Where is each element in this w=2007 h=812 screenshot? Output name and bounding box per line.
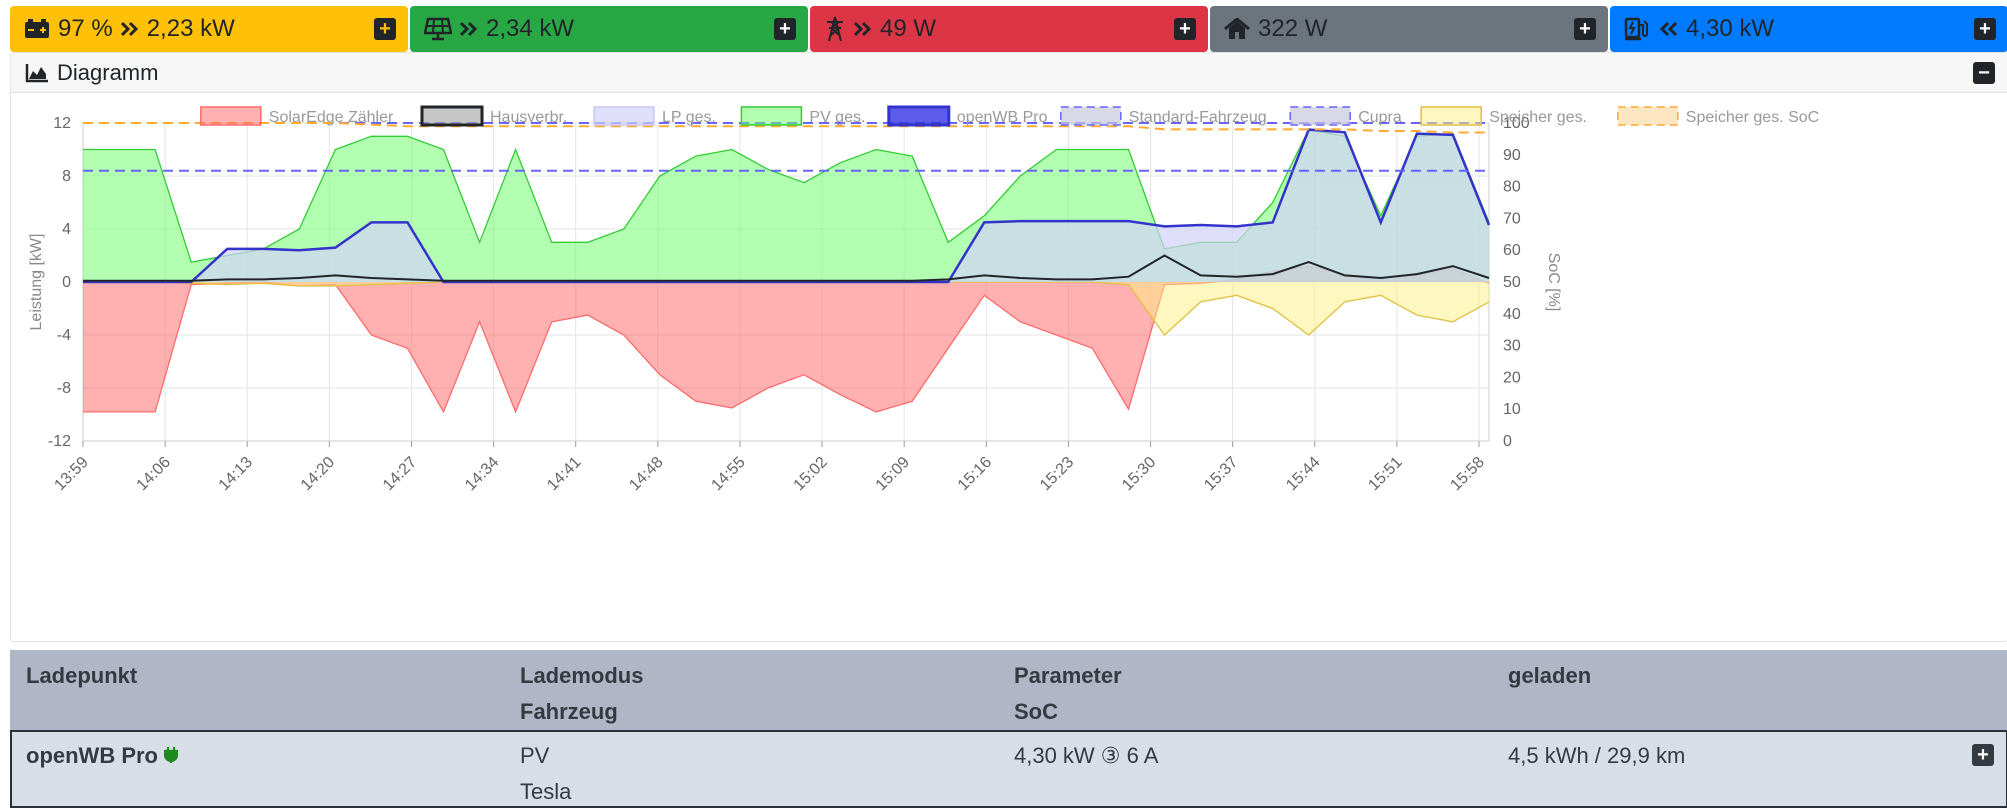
legend-label-lp-ges: LP ges. [662, 109, 716, 126]
y2-tick-label: 90 [1503, 147, 1521, 164]
x-tick-label: 15:16 [955, 454, 995, 494]
x-tick-label: 14:34 [462, 454, 502, 494]
y2-tick-label: 0 [1503, 433, 1512, 450]
grid-power: 49 W [880, 15, 936, 43]
header-fahrzeug: Fahrzeug [520, 699, 618, 724]
pv-power: 2,34 kW [486, 15, 574, 43]
x-tick-label: 15:58 [1447, 454, 1487, 494]
y-tick-label: 8 [62, 168, 71, 185]
legend-label-speicher-ges: Speicher ges. [1489, 109, 1587, 126]
table-row[interactable]: openWB Pro PV Tesla 4,30 kW ③ 6 A 4,5 kW… [10, 730, 2007, 808]
table-header: Ladepunkt Lademodus Fahrzeug Parameter SoC… [10, 650, 2007, 730]
charge-parameter: 4,30 kW ③ 6 A [1014, 743, 1158, 768]
x-tick-label: 15:30 [1119, 454, 1159, 494]
battery-icon [24, 18, 50, 40]
house-tile[interactable]: 322 W + [1210, 6, 1608, 52]
legend-label-cupra: Cupra [1358, 109, 1402, 126]
x-tick-label: 14:41 [544, 454, 584, 494]
y-tick-label: -4 [57, 327, 71, 344]
y2-tick-label: 80 [1503, 179, 1521, 196]
header-soc: SoC [1014, 699, 1058, 724]
y-tick-label: 12 [53, 115, 71, 132]
legend-swatch-cupra [1290, 107, 1350, 125]
expand-house-button[interactable]: + [1574, 18, 1596, 40]
battery-soc: 97 % [58, 15, 113, 43]
chargepoints-power: 4,30 kW [1686, 15, 1774, 43]
x-tick-label: 14:55 [708, 454, 748, 494]
chargepoints-tile[interactable]: 4,30 kW + [1610, 6, 2007, 52]
y-tick-label: -8 [57, 380, 71, 397]
legend-swatch-lp-ges [594, 107, 654, 125]
solar-panel-icon [424, 17, 452, 41]
x-tick-label: 14:06 [134, 454, 174, 494]
plug-icon [164, 739, 178, 775]
grid-tile[interactable]: 49 W + [810, 6, 1208, 52]
expand-chargepoint-button[interactable]: + [1972, 744, 1994, 766]
y2-axis-label: SoC [%] [1545, 253, 1562, 312]
header-ladepunkt: Ladepunkt [26, 658, 520, 730]
chargepoint-table: Ladepunkt Lademodus Fahrzeug Parameter SoC… [10, 650, 2007, 808]
y2-tick-label: 20 [1503, 369, 1521, 386]
y2-tick-label: 50 [1503, 274, 1521, 291]
y2-tick-label: 40 [1503, 306, 1521, 323]
legend-label-pv-ges: PV ges. [809, 109, 865, 126]
chevron-double-right-icon [854, 21, 872, 37]
expand-chargepoints-button[interactable]: + [1974, 18, 1996, 40]
chevron-double-left-icon [1660, 21, 1678, 37]
x-tick-label: 15:09 [873, 454, 913, 494]
x-tick-label: 14:20 [298, 454, 338, 494]
x-tick-label: 15:23 [1037, 454, 1077, 494]
legend-swatch-speicher-ges-soc [1618, 107, 1678, 125]
header-geladen: geladen [1508, 658, 2007, 730]
vehicle-name: Tesla [520, 779, 571, 804]
x-tick-label: 15:37 [1201, 454, 1241, 494]
legend-swatch-openwb-pro [889, 107, 949, 125]
legend-label-hausverbr: Hausverbr. [490, 109, 567, 126]
chargepoint-name: openWB Pro [26, 743, 158, 768]
diagram-panel: Diagramm − 12 8 4 0 -4 -8 -12 13:59 14:06 14:13 14… [10, 52, 2007, 642]
x-tick-label: 15:02 [791, 454, 831, 494]
status-bar: 97 % 2,23 kW + 2,34 kW + 49 W + 322 W + [10, 6, 2007, 52]
legend-label-solaredge-z-hler: SolarEdge Zähler [269, 109, 394, 126]
x-tick-label: 14:13 [216, 454, 256, 494]
x-tick-label: 15:44 [1283, 454, 1323, 494]
x-tick-label: 14:27 [380, 454, 420, 494]
x-tick-label: 14:48 [626, 454, 666, 494]
header-lademodus: Lademodus Fahrzeug [520, 658, 1014, 730]
legend-swatch-pv-ges [741, 107, 801, 125]
x-tick-label: 15:51 [1365, 454, 1405, 494]
legend-swatch-speicher-ges [1421, 107, 1481, 125]
y2-tick-label: 10 [1503, 401, 1521, 418]
charged-energy: 4,5 kWh / 29,9 km [1508, 743, 1685, 768]
home-icon [1224, 18, 1250, 40]
expand-pv-button[interactable]: + [774, 18, 796, 40]
expand-grid-button[interactable]: + [1174, 18, 1196, 40]
house-power: 322 W [1258, 15, 1327, 43]
expand-battery-button[interactable]: + [374, 18, 396, 40]
header-parameter: Parameter SoC [1014, 658, 1508, 730]
legend-label-speicher-ges-soc: Speicher ges. SoC [1686, 109, 1819, 126]
y-tick-label: 4 [62, 221, 71, 238]
x-tick-label: 13:59 [51, 454, 91, 494]
y-tick-label: 0 [62, 274, 71, 291]
legend-swatch-standard-fahrzeug [1061, 107, 1121, 125]
charge-mode: PV [520, 743, 549, 768]
charging-station-icon [1624, 17, 1652, 41]
chevron-double-right-icon [121, 21, 139, 37]
legend-swatch-solaredge-z-hler [201, 107, 261, 125]
legend-label-standard-fahrzeug: Standard-Fahrzeug [1129, 109, 1267, 126]
y-tick-label: -12 [48, 433, 71, 450]
y2-tick-label: 30 [1503, 338, 1521, 355]
y2-tick-label: 70 [1503, 210, 1521, 227]
power-tower-icon [824, 16, 846, 42]
chevron-double-right-icon [460, 21, 478, 37]
battery-power: 2,23 kW [147, 15, 235, 43]
y-axis-label: Leistung [kW] [28, 234, 45, 331]
battery-tile[interactable]: 97 % 2,23 kW + [10, 6, 408, 52]
y2-tick-label: 60 [1503, 242, 1521, 259]
legend-label-openwb-pro: openWB Pro [957, 109, 1048, 126]
legend-swatch-hausverbr [422, 107, 482, 125]
pv-tile[interactable]: 2,34 kW + [410, 6, 808, 52]
